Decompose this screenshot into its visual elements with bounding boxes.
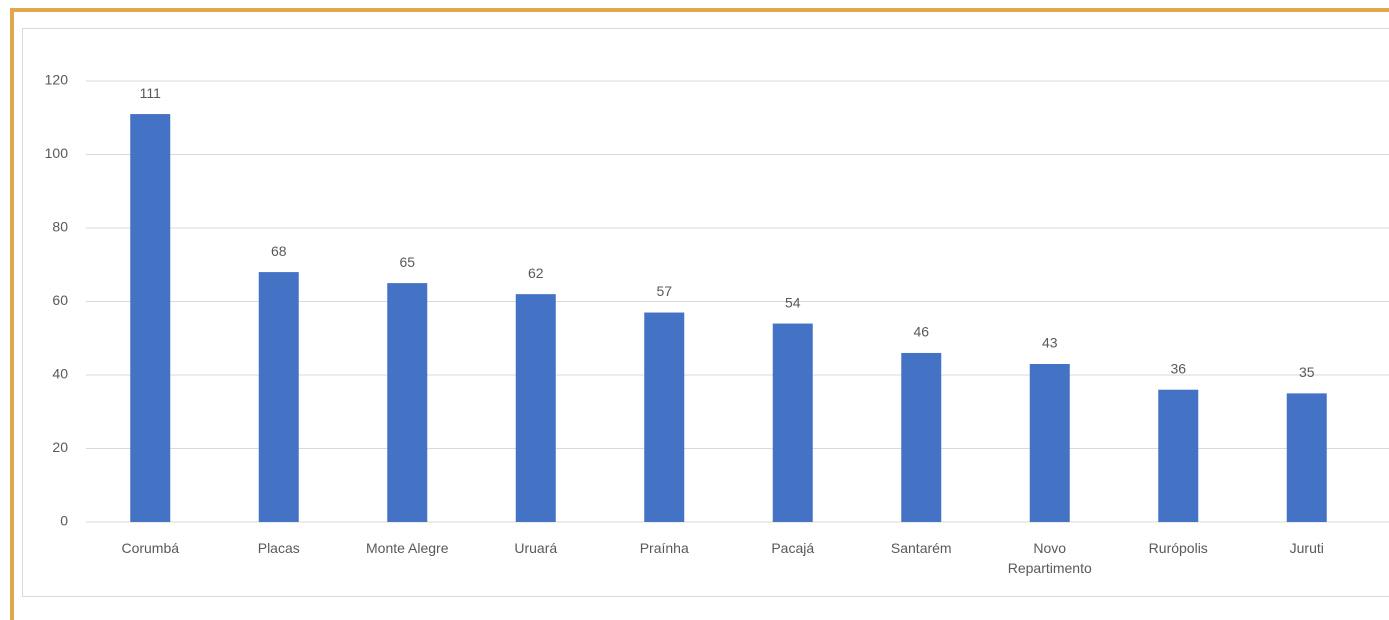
bar xyxy=(1158,389,1199,522)
data-label: 111 xyxy=(140,85,161,101)
x-tick-label: Santarém xyxy=(890,540,952,556)
x-tick-label: Novo Repartimento xyxy=(1007,540,1092,576)
y-tick-label: 60 xyxy=(52,292,68,308)
bar xyxy=(901,352,942,522)
y-tick-label: 0 xyxy=(60,513,68,529)
data-label: 43 xyxy=(1042,335,1058,351)
data-label: 46 xyxy=(913,324,929,340)
y-tick-label: 100 xyxy=(45,145,69,161)
x-tick-label: Pacajá xyxy=(771,540,815,556)
x-tick-label: Rurópolis xyxy=(1148,540,1208,556)
bar xyxy=(387,283,428,522)
bar xyxy=(772,323,813,522)
bar xyxy=(644,312,685,522)
bar xyxy=(1286,393,1327,522)
bar xyxy=(258,272,299,522)
y-tick-label: 40 xyxy=(52,366,68,382)
x-tick-label: Monte Alegre xyxy=(366,540,449,556)
data-label: 68 xyxy=(271,243,287,259)
bar xyxy=(515,294,556,522)
frame xyxy=(10,8,1389,620)
data-label: 62 xyxy=(528,265,544,281)
x-tick-label: Corumbá xyxy=(121,540,180,556)
chart-area xyxy=(22,28,1389,597)
data-label: 36 xyxy=(1170,360,1186,376)
y-tick-label: 120 xyxy=(45,72,69,88)
data-label: 65 xyxy=(399,254,415,270)
y-tick-label: 80 xyxy=(52,219,68,235)
bar xyxy=(1029,363,1070,522)
data-label: 57 xyxy=(656,283,672,299)
x-tick-label: Placas xyxy=(257,540,300,556)
y-tick-label: 20 xyxy=(52,439,68,455)
x-tick-label: Uruará xyxy=(514,540,558,556)
data-label: 54 xyxy=(785,294,801,310)
bar xyxy=(130,114,171,522)
x-tick-label: Juruti xyxy=(1289,540,1324,556)
x-tick-label: Praínha xyxy=(639,540,689,556)
data-label: 35 xyxy=(1299,364,1315,380)
